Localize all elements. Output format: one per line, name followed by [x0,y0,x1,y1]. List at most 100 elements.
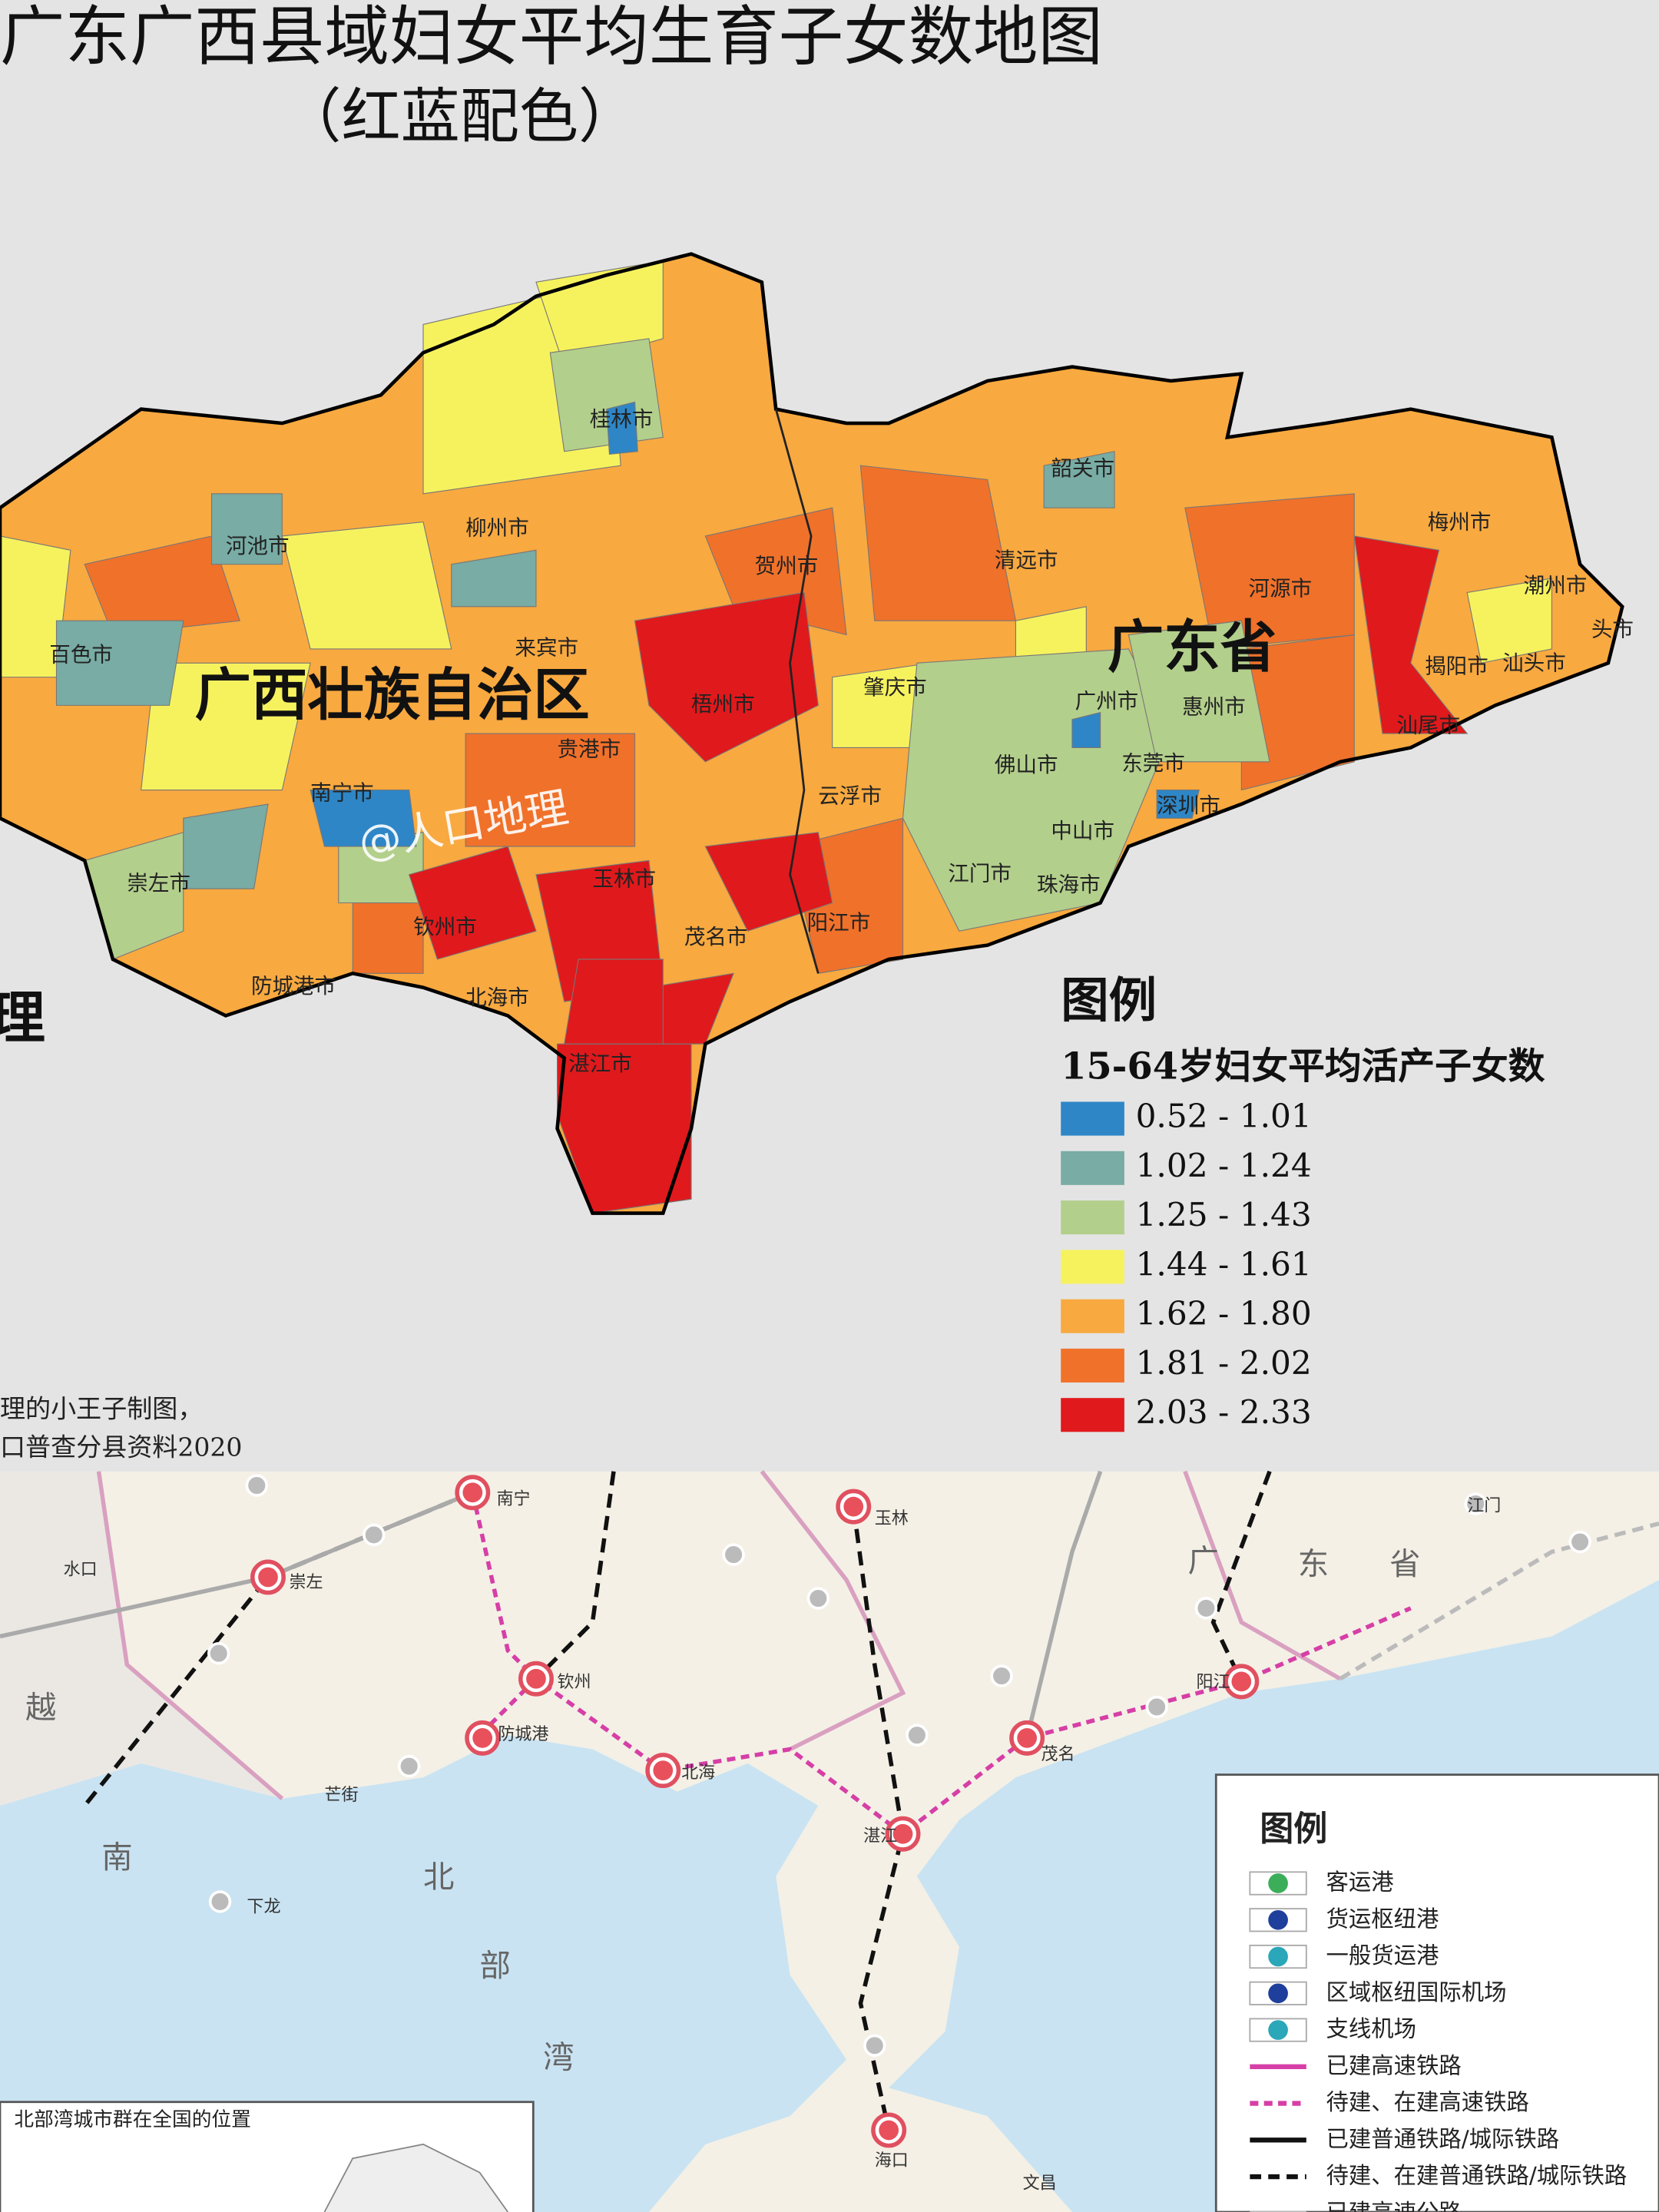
city-label: 揭阳市 [1425,654,1488,678]
town-marker [363,1523,386,1547]
city-label: 韶关市 [1051,456,1114,481]
county-area [210,493,283,565]
legend-swatch [1061,1200,1124,1235]
foreign-land [0,1471,283,1806]
place-label: 北海 [681,1763,715,1783]
place-label: 北 [423,1859,454,1896]
legend-label: 客运港 [1326,1869,1394,1896]
legend-title: 图例 [1061,972,1157,1028]
city-label: 玉林市 [592,867,656,892]
legend-icon [1268,1946,1288,1967]
legend-swatch [1061,1250,1124,1284]
map-title: 广东广西县域妇女平均生育子女数地图 [0,0,1103,75]
city-marker-core [1231,1671,1252,1692]
city-label: 河池市 [226,534,290,558]
transport-line [1339,1522,1659,1681]
place-label: 阳江 [1197,1673,1230,1692]
map-outline [0,252,1624,1215]
legend-label: 待建、在建高速铁路 [1326,2089,1529,2115]
county-area [1071,711,1101,749]
place-label: 茂名 [1041,1745,1075,1764]
legend-label: 1.02 - 1.24 [1136,1147,1312,1184]
city-marker-core [653,1760,674,1780]
legend-icon [1268,1983,1288,2004]
city-label: 肇庆市 [863,675,927,700]
place-label: 文昌 [1023,2174,1057,2193]
town-marker [397,1754,421,1778]
county-area [606,401,638,455]
place-label: 部 [479,1947,510,1984]
place-label: 玉林 [875,1509,909,1528]
city-label: 桂林市 [590,407,654,432]
city-label: 深圳市 [1157,793,1220,818]
city-marker-core [879,2120,899,2141]
city-label: 梅州市 [1428,510,1492,535]
city-label: 贺州市 [755,554,819,578]
county-area [564,959,664,1045]
town-marker [806,1587,830,1610]
county-area [1043,451,1115,508]
city-label: 头市 [1591,618,1634,642]
place-label: 东 [1298,1545,1329,1582]
land [0,1471,1659,2212]
legend-title: 图例 [1260,1810,1327,1849]
city-label: 惠州市 [1182,695,1246,720]
legend-label: 已建高速铁路 [1326,2052,1462,2078]
city-marker-core [526,1668,546,1689]
town-marker [863,2034,886,2057]
place-label: 防城港 [498,1725,548,1744]
region-label: 广西壮族自治区 [194,662,589,728]
credit: 理的小王子制图， [0,1394,203,1424]
legend-swatch [1061,1101,1124,1136]
city-marker-core [843,1496,864,1517]
place-label: 湛江 [863,1826,897,1846]
legend-label: 1.25 - 1.43 [1136,1196,1312,1233]
city-label: 贵港市 [558,737,621,762]
legend-swatch [1061,1398,1124,1432]
city-label: 钦州市 [413,915,477,939]
city-label: 湛江市 [568,1051,632,1076]
legend-label: 1.62 - 1.80 [1136,1295,1312,1333]
city-label: 河源市 [1249,576,1313,601]
city-label: 北海市 [465,985,529,1010]
legend-label: 货运枢纽港 [1326,1906,1439,1932]
place-label: 越 [25,1689,56,1726]
legend-swatch [1061,1299,1124,1333]
county-area [549,338,664,452]
town-marker [906,1724,929,1747]
town-marker [207,1641,230,1665]
county-area [408,846,537,960]
city-marker-core [472,1728,493,1748]
inset-title: 北部湾城市群在全国的位置 [14,2108,250,2131]
city-label: 茂名市 [684,925,748,949]
place-label: 湾 [543,2039,574,2076]
town-marker [1145,1695,1168,1719]
city-label: 潮州市 [1524,574,1588,598]
legend-label: 1.81 - 2.02 [1136,1344,1312,1382]
county-area [84,535,240,636]
city-label: 汕尾市 [1396,713,1460,737]
legend-swatch [1061,1151,1124,1185]
city-label: 梧州市 [691,692,755,717]
edge-text: 理 [0,985,45,1051]
place-label: 南 [101,1839,132,1876]
city-label: 云浮市 [818,783,882,808]
county-area [1156,790,1200,819]
place-label: 广 [1188,1542,1219,1579]
legend-label: 2.03 - 2.33 [1136,1393,1312,1431]
county-area [1353,535,1469,734]
county-area [634,591,819,763]
town-marker [245,1474,268,1497]
town-marker [208,1890,232,1913]
legend-label: 已建普通铁路/城际铁路 [1326,2126,1560,2152]
legend-label: 一般货运港 [1326,1942,1439,1969]
town-marker [1194,1597,1218,1620]
province-border [774,409,820,974]
map-subtitle: （红蓝配色） [282,82,637,151]
place-label: 钦州 [558,1673,591,1692]
county-area [704,832,833,932]
county-area [141,662,311,791]
